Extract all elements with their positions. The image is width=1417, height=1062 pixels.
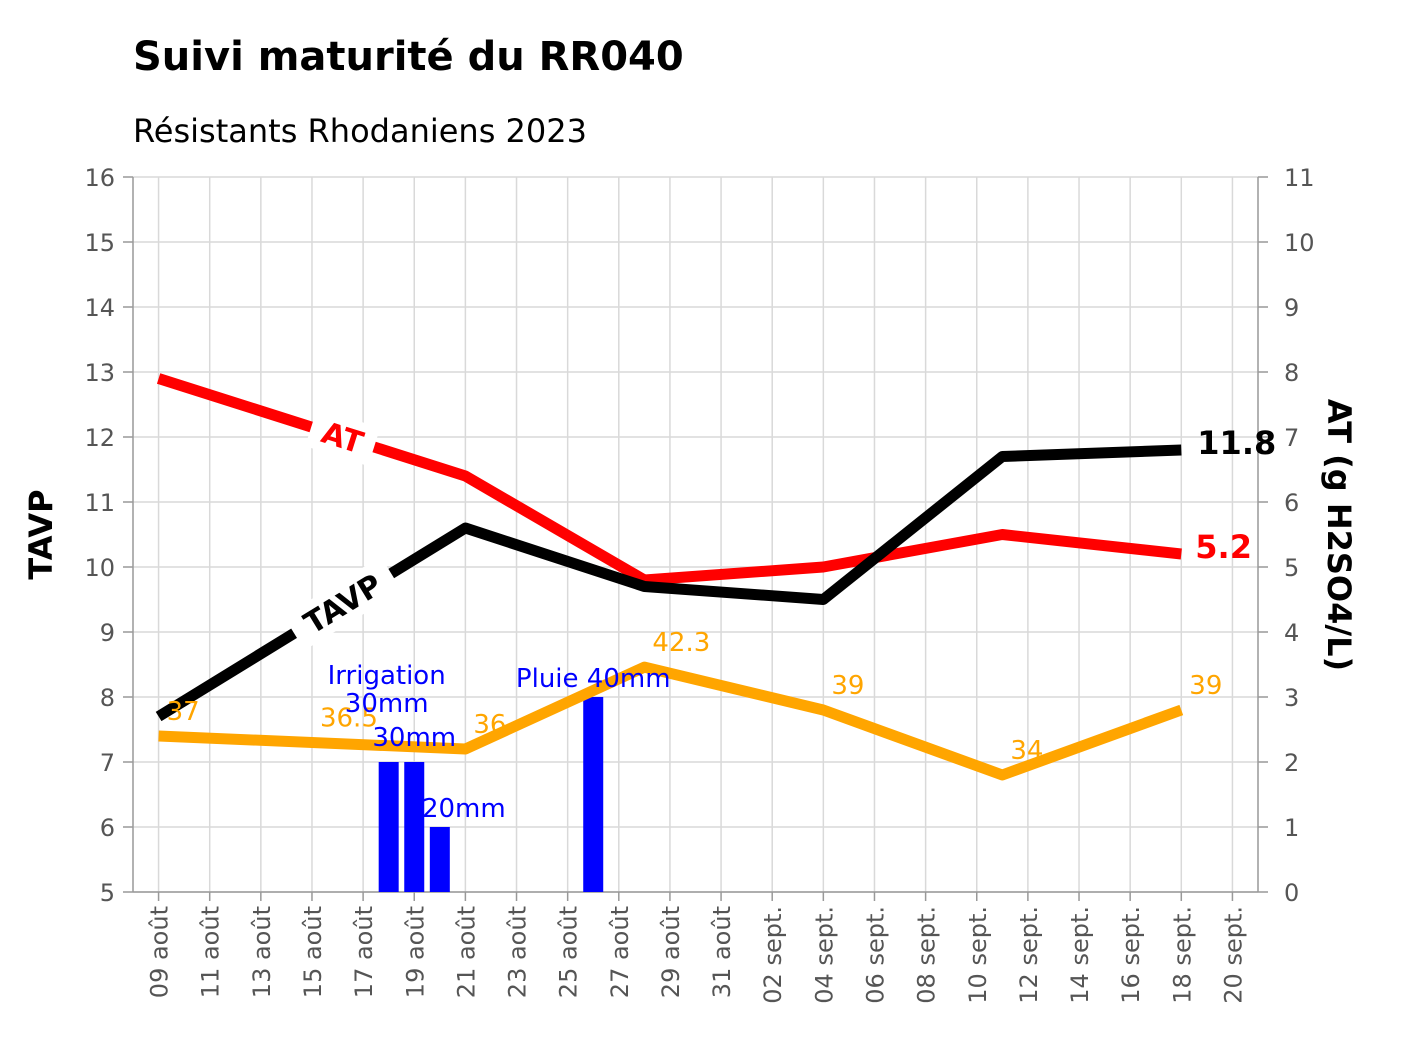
y-left-tick-label: 10: [84, 554, 115, 582]
y-right-tick-label: 4: [1284, 619, 1299, 647]
at-series-label-group: AT: [305, 407, 381, 467]
y-left-tick-label: 13: [84, 359, 115, 387]
orange-point-label: 34: [1010, 736, 1043, 766]
x-tick-label: 06 sept.: [861, 906, 889, 1004]
x-tick-label: 12 sept.: [1015, 906, 1043, 1004]
y-left-tick-label: 8: [100, 684, 115, 712]
bar-label: Pluie 40mm: [516, 664, 671, 694]
bar: [429, 827, 450, 892]
x-tick-label: 18 sept.: [1168, 906, 1196, 1004]
x-tick-label: 16 sept.: [1117, 906, 1145, 1004]
bar: [378, 762, 399, 892]
y-right-tick-label: 0: [1284, 879, 1299, 907]
orange-point-label: 37: [167, 697, 200, 727]
y-left-tick-label: 14: [84, 294, 115, 322]
y-left-tick-label: 15: [84, 229, 115, 257]
y-right-title: AT (g H2SO4/L): [1320, 399, 1358, 671]
tavp-end-label: 11.8: [1197, 424, 1276, 462]
x-tick-label: 13 août: [248, 906, 276, 998]
bar-label-line: 30mm: [345, 689, 429, 719]
x-tick-label: 04 sept.: [810, 906, 838, 1004]
x-tick-label: 27 août: [606, 906, 634, 998]
series-lines: [155, 373, 1184, 781]
y-left-tick-label: 12: [84, 424, 115, 452]
orange-point-label: 39: [831, 671, 864, 701]
bar-label: 20mm: [422, 794, 506, 824]
axes: 09 août 11 août 13 août 15 août 17 août 19 ao…: [22, 164, 1358, 1004]
y-left-title: TAVP: [22, 489, 60, 579]
y-right-tick-label: 1: [1284, 814, 1299, 842]
bar: [583, 697, 604, 892]
y-left-tick-label: 16: [84, 164, 115, 192]
grid: [133, 176, 1258, 893]
orange-point-label: 42.3: [652, 628, 710, 658]
y-right-tick-label: 8: [1284, 359, 1299, 387]
bar-label-line: Pluie 40mm: [516, 664, 671, 694]
bar-label: 30mm: [372, 723, 456, 753]
y-right-tick-label: 3: [1284, 684, 1299, 712]
tavp-series-label-group: TAVP: [283, 556, 402, 651]
x-tick-label: 15 août: [299, 906, 327, 998]
bar: [404, 762, 425, 892]
bar-label: Irrigation 30mm: [328, 661, 446, 719]
x-tick-label: 23 août: [504, 906, 532, 998]
chart-title: Suivi maturité du RR040: [133, 34, 684, 80]
chart-subtitle: Résistants Rhodaniens 2023: [133, 112, 587, 150]
x-tick-label: 11 août: [197, 906, 225, 998]
tavp-line: [155, 444, 1182, 722]
y-right-tick-label: 5: [1284, 554, 1299, 582]
x-tick-label: 20 sept.: [1219, 906, 1247, 1004]
y-left-tick-label: 5: [100, 879, 115, 907]
x-tick-label: 14 sept.: [1066, 906, 1094, 1004]
x-tick-label: 21 août: [452, 906, 480, 998]
y-right-tick-label: 6: [1284, 489, 1299, 517]
x-tick-label: 17 août: [350, 906, 378, 998]
bar-label-line: 20mm: [422, 794, 506, 824]
x-tick-label: 10 sept.: [964, 906, 992, 1004]
bar-label-line: 30mm: [372, 723, 456, 753]
y-right-tick-label: 9: [1284, 294, 1299, 322]
rain-irrigation-bars: [378, 697, 604, 892]
y-left-tick-label: 7: [100, 749, 115, 777]
bar-label-line: Irrigation: [328, 661, 446, 691]
orange-line: [158, 661, 1184, 781]
y-left-tick-label: 9: [100, 619, 115, 647]
data-labels: TAVP AT 11.8 5.2 37 36.5 36 42.3 39 34 39 Irrigatio…: [167, 407, 1276, 824]
at-end-label: 5.2: [1195, 528, 1252, 566]
y-right-tick-label: 7: [1284, 424, 1299, 452]
x-tick-label: 02 sept.: [759, 906, 787, 1004]
orange-point-label: 36.5: [320, 704, 378, 734]
y-right-tick-label: 10: [1284, 229, 1315, 257]
x-tick-label: 09 août: [146, 906, 174, 998]
y-right-tick-label: 2: [1284, 749, 1299, 777]
x-tick-label: 19 août: [401, 906, 429, 998]
y-left-tick-label: 6: [100, 814, 115, 842]
x-tick-label: 08 sept.: [913, 906, 941, 1004]
y-right-tick-label: 11: [1284, 164, 1315, 192]
orange-point-label: 39: [1189, 671, 1222, 701]
tavp-series-label-backing: [283, 556, 402, 651]
at-series-label-backing: [305, 407, 381, 467]
at-line: [156, 373, 1182, 586]
y-left-tick-label: 11: [84, 489, 115, 517]
orange-point-label: 36: [473, 710, 506, 740]
x-tick-label: 29 août: [657, 906, 685, 998]
x-tick-label: 25 août: [555, 906, 583, 998]
x-tick-label: 31 août: [708, 906, 736, 998]
